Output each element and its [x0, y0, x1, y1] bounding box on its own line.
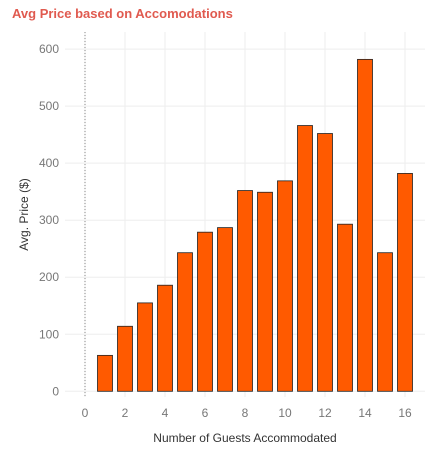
y-tick-label: 0 — [52, 384, 59, 398]
x-tick-label: 0 — [82, 406, 89, 420]
bars-layer — [97, 58, 413, 392]
y-tick-label: 200 — [39, 270, 59, 284]
bar[interactable] — [317, 133, 333, 392]
bar[interactable] — [197, 231, 213, 392]
bar[interactable] — [97, 354, 113, 392]
y-tick-label: 500 — [39, 99, 59, 113]
bar[interactable] — [117, 325, 133, 392]
bar[interactable] — [237, 190, 253, 392]
x-tick-label: 14 — [358, 406, 372, 420]
bar[interactable] — [297, 125, 313, 392]
y-tick-label: 400 — [39, 156, 59, 170]
bar[interactable] — [337, 223, 353, 392]
x-tick-label: 2 — [122, 406, 129, 420]
x-tick-label: 16 — [398, 406, 412, 420]
x-tick-label: 4 — [162, 406, 169, 420]
bar[interactable] — [157, 284, 173, 392]
y-tick-label: 600 — [39, 42, 59, 56]
y-tick-label: 100 — [39, 327, 59, 341]
bar[interactable] — [137, 302, 153, 392]
x-tick-label: 8 — [242, 406, 249, 420]
bar[interactable] — [377, 252, 393, 392]
bar[interactable] — [217, 227, 233, 392]
x-axis-title: Number of Guests Accommodated — [153, 431, 336, 445]
y-axis-title: Avg. Price ($) — [17, 178, 31, 250]
x-tick-label: 10 — [278, 406, 292, 420]
y-tick-label: 300 — [39, 213, 59, 227]
bar[interactable] — [177, 252, 193, 392]
axis-layer: 0 100 200 300 400 500 600 0 2 4 6 8 10 12 14 16 — [39, 42, 412, 420]
chart-title: Avg Price based on Accomodations — [12, 6, 233, 21]
bar[interactable] — [277, 180, 293, 392]
x-tick-label: 12 — [318, 406, 332, 420]
bar[interactable] — [257, 191, 273, 392]
x-tick-label: 6 — [202, 406, 209, 420]
bar[interactable] — [357, 58, 373, 392]
bar[interactable] — [397, 173, 413, 392]
